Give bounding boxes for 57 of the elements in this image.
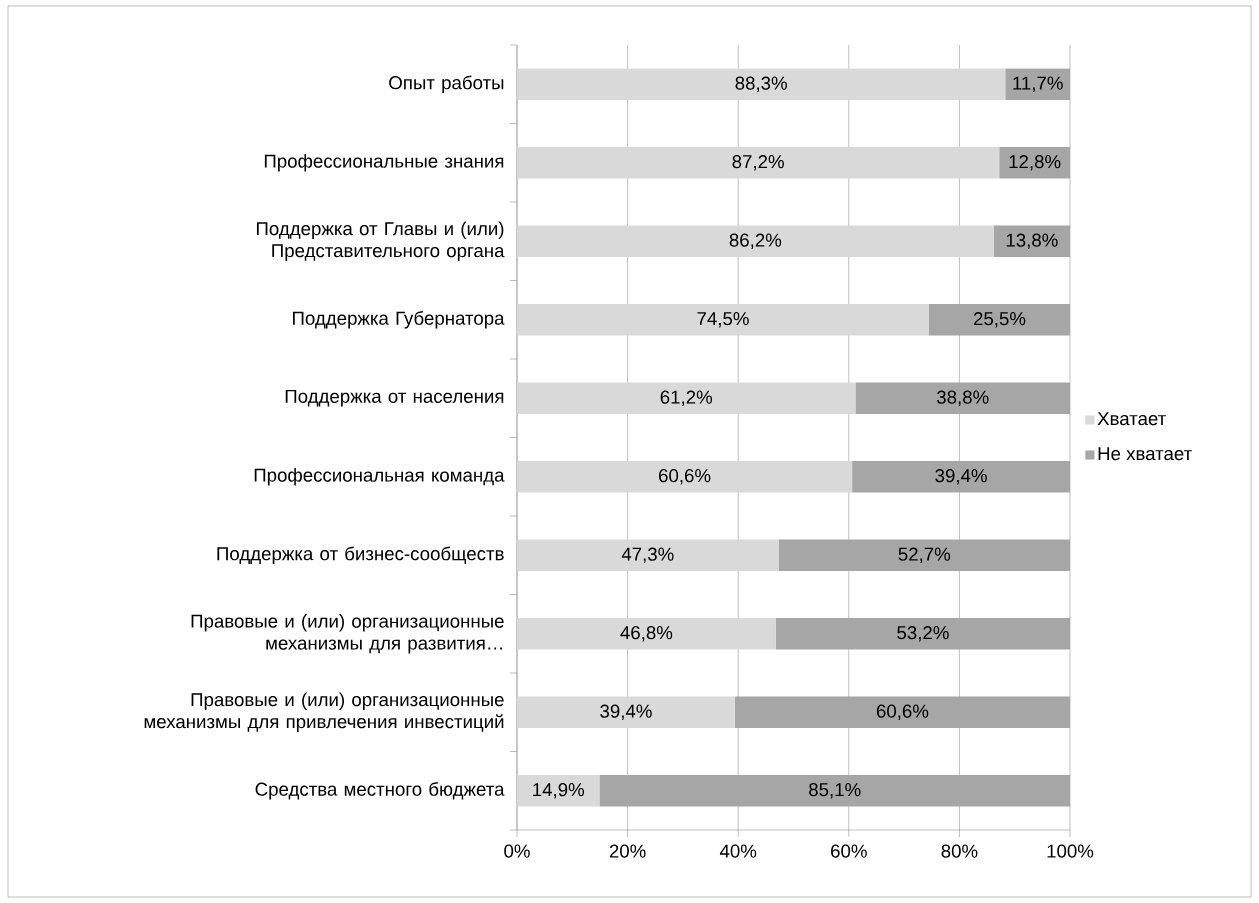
bar <box>928 304 1071 336</box>
x-tick-label: 100% <box>1047 844 1094 858</box>
data-label: 88,3% <box>735 76 787 92</box>
bar <box>517 68 1006 100</box>
x-tick-label: 60% <box>831 844 867 858</box>
data-label: 74,5% <box>697 312 749 328</box>
bar <box>517 304 929 336</box>
data-label: 13,8% <box>1006 233 1058 249</box>
data-label: 52,7% <box>898 547 951 563</box>
y-tick-label: Правовые и (или) организационные механизмы для привлечения инвестиций <box>144 692 504 732</box>
data-label: 60,6% <box>659 469 711 485</box>
bar <box>778 539 1071 571</box>
data-label: 53,2% <box>897 626 949 642</box>
bar <box>852 461 1071 493</box>
bar <box>999 147 1071 179</box>
legend-label: Не хватает <box>1098 447 1192 461</box>
x-tick-label: 0% <box>504 844 530 858</box>
data-label: 61,2% <box>660 390 713 406</box>
y-tick-label: Опыт работы <box>389 75 504 94</box>
bar <box>517 147 1000 179</box>
y-tick-label: Поддержка Губернатора <box>293 310 505 329</box>
bar <box>599 775 1071 807</box>
data-label: 87,2% <box>732 155 784 171</box>
data-label: 14,9% <box>533 783 584 799</box>
bar <box>1005 68 1071 100</box>
y-tick-label: Средства местного бюджета <box>255 781 505 800</box>
data-label: 46,8% <box>620 626 673 642</box>
data-label: 12,8% <box>1009 155 1061 171</box>
bar <box>517 696 735 728</box>
data-label: 47,3% <box>621 547 674 563</box>
data-label: 25,5% <box>973 312 1026 328</box>
bar <box>775 618 1071 650</box>
y-tick-label: Поддержка от населения <box>285 389 504 407</box>
bar <box>855 382 1071 414</box>
data-label: 60,6% <box>876 704 929 720</box>
bar <box>517 539 779 571</box>
data-label: 86,2% <box>729 233 782 249</box>
bar <box>517 461 853 493</box>
data-label: 39,4% <box>600 704 652 720</box>
y-tick-label: Профессиональные знания <box>264 154 504 172</box>
y-tick-label: Профессиональная команда <box>254 468 505 486</box>
bar <box>517 225 994 257</box>
bar <box>517 775 600 807</box>
data-label: 39,4% <box>935 469 987 485</box>
data-label: 85,1% <box>809 783 861 799</box>
data-label: 38,8% <box>936 390 989 406</box>
y-tick-label: Поддержка от бизнес-сообществ <box>217 546 504 565</box>
x-tick-label: 20% <box>609 844 646 858</box>
x-tick-label: 40% <box>719 844 757 858</box>
y-tick-label: Поддержка от Главы и (или) Представительного органа <box>256 221 505 261</box>
bar <box>517 382 856 414</box>
bar <box>517 618 776 650</box>
y-tick-label: Правовые и (или) организационные механизмы для развития… <box>191 614 504 654</box>
x-tick-label: 80% <box>941 844 978 858</box>
legend-label: Хватает <box>1097 412 1166 426</box>
bar <box>734 696 1071 728</box>
data-label: 11,7% <box>1013 76 1063 92</box>
